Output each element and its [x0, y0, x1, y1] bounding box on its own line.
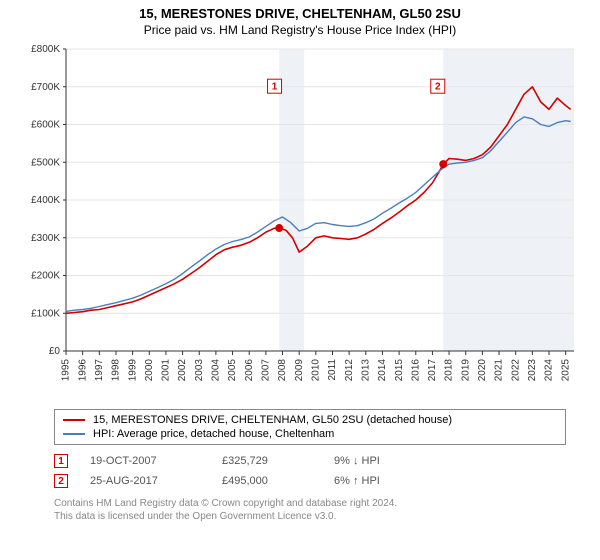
annotation-table: 1 19-OCT-2007 £325,729 9% ↓ HPI 2 25-AUG…	[54, 451, 566, 491]
svg-text:2011: 2011	[327, 359, 338, 381]
svg-text:2022: 2022	[510, 359, 521, 382]
svg-text:£600K: £600K	[31, 120, 60, 131]
legend-item: 15, MERESTONES DRIVE, CHELTENHAM, GL50 2…	[63, 413, 557, 427]
footnote-line: This data is licensed under the Open Gov…	[54, 510, 566, 523]
svg-text:2018: 2018	[444, 359, 455, 382]
chart-plot: £0 £100K £200K £300K £400K £500K £600K £700K £80…	[14, 43, 586, 403]
svg-text:2007: 2007	[261, 359, 272, 382]
svg-text:£0: £0	[49, 346, 61, 357]
annotation-marker: 2	[54, 474, 68, 488]
svg-text:2019: 2019	[460, 359, 471, 382]
annotation-marker: 1	[54, 454, 68, 468]
svg-text:£400K: £400K	[31, 195, 60, 206]
chart-container: 15, MERESTONES DRIVE, CHELTENHAM, GL50 2…	[0, 0, 600, 527]
chart-title-address: 15, MERESTONES DRIVE, CHELTENHAM, GL50 2…	[14, 6, 586, 21]
annotation-row: 2 25-AUG-2017 £495,000 6% ↑ HPI	[54, 471, 566, 491]
svg-text:2025: 2025	[560, 359, 571, 382]
svg-text:2009: 2009	[294, 359, 305, 382]
legend-label: 15, MERESTONES DRIVE, CHELTENHAM, GL50 2…	[93, 414, 452, 426]
legend-item: HPI: Average price, detached house, Chel…	[63, 427, 557, 441]
svg-text:1999: 1999	[127, 359, 138, 382]
svg-text:2005: 2005	[227, 359, 238, 382]
svg-text:2010: 2010	[310, 359, 321, 382]
footnote-line: Contains HM Land Registry data © Crown c…	[54, 497, 566, 510]
svg-text:2001: 2001	[161, 359, 172, 382]
svg-text:2023: 2023	[527, 359, 538, 382]
footnote: Contains HM Land Registry data © Crown c…	[54, 497, 566, 523]
svg-text:2000: 2000	[144, 359, 155, 382]
annotation-delta: 9% ↓ HPI	[334, 455, 434, 467]
annotation-price: £325,729	[222, 455, 312, 467]
svg-text:1997: 1997	[94, 359, 105, 382]
svg-text:£300K: £300K	[31, 233, 60, 244]
svg-text:1998: 1998	[111, 359, 122, 382]
svg-text:2004: 2004	[211, 359, 222, 382]
svg-text:2003: 2003	[194, 359, 205, 382]
svg-text:£700K: £700K	[31, 82, 60, 93]
svg-text:2008: 2008	[277, 359, 288, 382]
annotation-delta: 6% ↑ HPI	[334, 475, 434, 487]
annotation-price: £495,000	[222, 475, 312, 487]
svg-text:£100K: £100K	[31, 308, 60, 319]
svg-text:2014: 2014	[377, 359, 388, 382]
legend-label: HPI: Average price, detached house, Chel…	[93, 428, 334, 440]
svg-text:2: 2	[435, 82, 441, 93]
svg-text:2017: 2017	[427, 359, 438, 382]
svg-text:1: 1	[272, 82, 278, 93]
chart-subtitle: Price paid vs. HM Land Registry's House …	[14, 23, 586, 37]
svg-text:1995: 1995	[61, 359, 72, 382]
annotation-date: 19-OCT-2007	[90, 455, 200, 467]
svg-text:£800K: £800K	[31, 44, 60, 55]
annotation-row: 1 19-OCT-2007 £325,729 9% ↓ HPI	[54, 451, 566, 471]
svg-text:2016: 2016	[410, 359, 421, 382]
svg-text:1996: 1996	[77, 359, 88, 382]
svg-text:2021: 2021	[494, 359, 505, 382]
svg-text:2013: 2013	[360, 359, 371, 382]
legend-swatch	[63, 433, 85, 435]
svg-text:2006: 2006	[244, 359, 255, 382]
svg-text:2015: 2015	[394, 359, 405, 382]
svg-text:2002: 2002	[177, 359, 188, 382]
legend: 15, MERESTONES DRIVE, CHELTENHAM, GL50 2…	[54, 409, 566, 445]
annotation-date: 25-AUG-2017	[90, 475, 200, 487]
svg-text:2020: 2020	[477, 359, 488, 382]
legend-swatch	[63, 419, 85, 421]
svg-text:£200K: £200K	[31, 271, 60, 282]
svg-text:2024: 2024	[544, 359, 555, 382]
svg-text:£500K: £500K	[31, 157, 60, 168]
svg-text:2012: 2012	[344, 359, 355, 382]
chart-svg: £0 £100K £200K £300K £400K £500K £600K £700K £80…	[14, 43, 586, 403]
